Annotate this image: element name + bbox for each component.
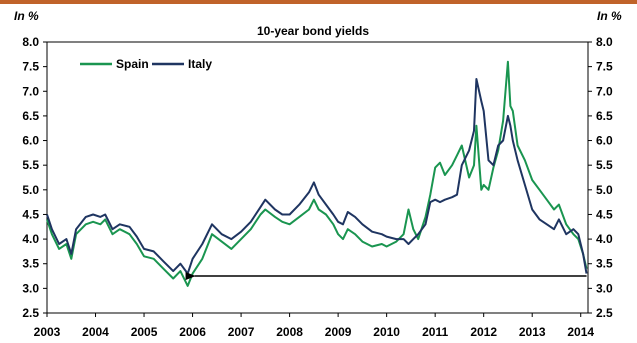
axis-ticks: 2.5 2.5 3.0 3.0 3.5 3.5 4.0 4.0 4.5 4.5 5.0 5.0 5.5 5… <box>22 35 613 339</box>
legend-label-spain: Spain <box>116 57 149 71</box>
x-tick-label: 2004 <box>82 325 109 339</box>
y-tick-label-right: 4.0 <box>596 232 613 246</box>
series-line-italy <box>46 78 588 275</box>
x-tick-label: 2012 <box>470 325 497 339</box>
y-tick-label-right: 5.5 <box>596 158 613 172</box>
x-tick-label: 2006 <box>179 325 206 339</box>
x-tick-label: 2014 <box>567 325 594 339</box>
y-tick-label-left: 4.0 <box>22 232 39 246</box>
y-tick-label-right: 6.5 <box>596 109 613 123</box>
y-tick-label-right: 7.5 <box>596 60 613 74</box>
y-tick-label-left: 6.0 <box>22 134 39 148</box>
legend: Spain Italy <box>80 57 212 71</box>
y-tick-label-right: 4.5 <box>596 207 613 221</box>
y-tick-label-left: 7.5 <box>22 60 39 74</box>
y-tick-label-left: 3.5 <box>22 257 39 271</box>
y-tick-label-right: 5.0 <box>596 183 613 197</box>
y-tick-label-right: 3.0 <box>596 281 613 295</box>
y-tick-label-right: 3.5 <box>596 257 613 271</box>
x-tick-label: 2010 <box>373 325 400 339</box>
y-tick-label-left: 4.5 <box>22 207 39 221</box>
y-tick-label-left: 5.0 <box>22 183 39 197</box>
y-tick-label-right: 6.0 <box>596 134 613 148</box>
plot-area-frame <box>46 41 589 314</box>
chart-title: 10-year bond yields <box>257 24 369 38</box>
y-tick-label-left: 2.5 <box>22 306 39 320</box>
y-tick-label-right: 7.0 <box>596 84 613 98</box>
x-tick-label: 2005 <box>131 325 158 339</box>
y-tick-label-right: 8.0 <box>596 35 613 49</box>
x-tick-label: 2007 <box>228 325 255 339</box>
left-unit-label: In % <box>14 9 39 23</box>
y-tick-label-left: 7.0 <box>22 84 39 98</box>
y-tick-label-left: 3.0 <box>22 281 39 295</box>
y-tick-label-left: 8.0 <box>22 35 39 49</box>
legend-label-italy: Italy <box>188 57 212 71</box>
x-tick-label: 2009 <box>325 325 352 339</box>
y-tick-label-right: 2.5 <box>596 306 613 320</box>
x-tick-label: 2011 <box>422 325 448 339</box>
series-layer <box>46 60 588 287</box>
x-tick-label: 2013 <box>519 325 546 339</box>
y-tick-label-left: 5.5 <box>22 158 39 172</box>
x-tick-label: 2008 <box>276 325 303 339</box>
y-tick-label-left: 6.5 <box>22 109 39 123</box>
x-tick-label: 2003 <box>34 325 61 339</box>
right-unit-label: In % <box>597 9 622 23</box>
top-accent-bar <box>0 0 637 4</box>
series-line-spain <box>46 60 588 287</box>
